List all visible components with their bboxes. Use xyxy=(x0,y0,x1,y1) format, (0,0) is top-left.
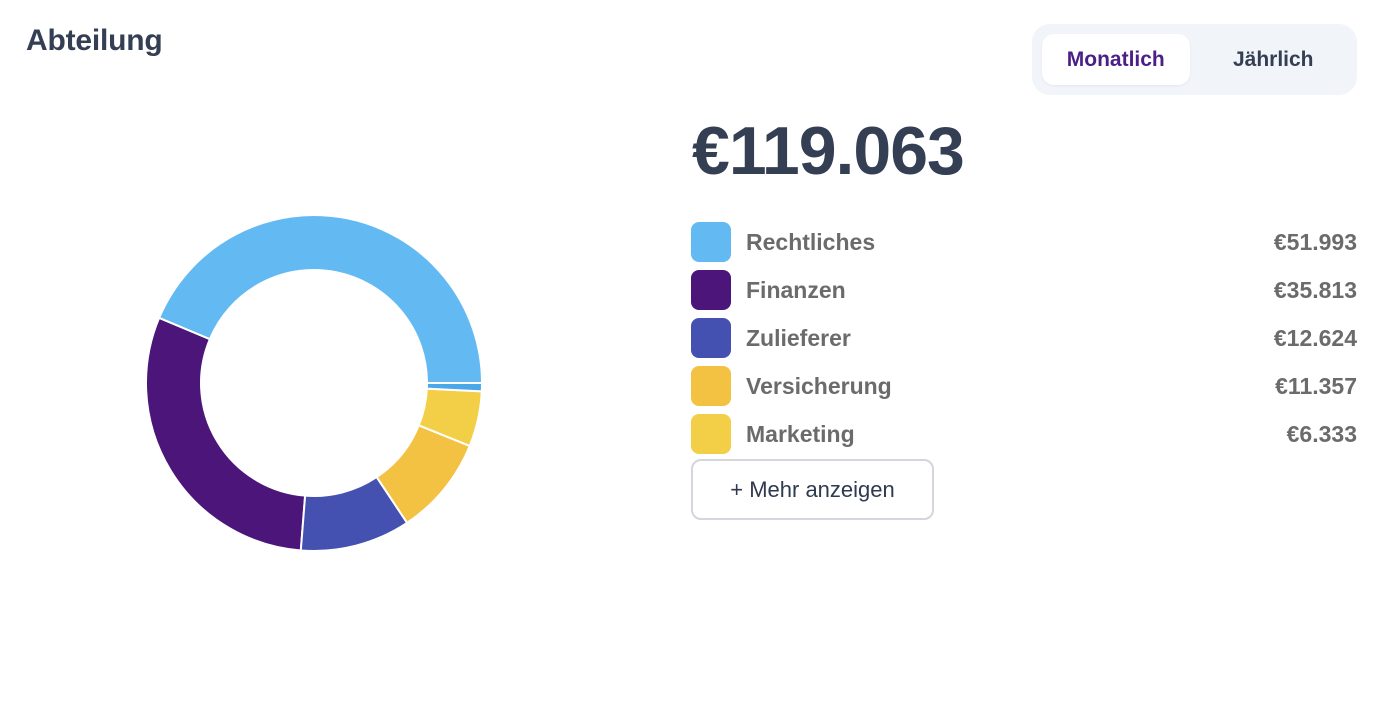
legend-item-rechtliches: Rechtliches €51.993 xyxy=(691,218,1357,266)
legend-item-label: Finanzen xyxy=(746,276,846,303)
show-more-button[interactable]: + Mehr anzeigen xyxy=(691,459,934,520)
legend-item-value: €11.357 xyxy=(1275,372,1357,399)
legend-swatch xyxy=(691,366,731,406)
toggle-monthly-button[interactable]: Monatlich xyxy=(1042,34,1190,85)
legend-swatch xyxy=(691,414,731,454)
legend-item-value: €6.333 xyxy=(1286,420,1357,447)
donut-chart xyxy=(143,212,485,554)
legend-item-value: €12.624 xyxy=(1273,324,1357,351)
total-amount: €119.063 xyxy=(692,113,965,189)
page-title: Abteilung xyxy=(26,24,163,57)
donut-chart-svg xyxy=(145,214,484,552)
legend-swatch xyxy=(691,222,731,262)
legend-item-label: Zulieferer xyxy=(746,324,851,351)
toggle-yearly-button[interactable]: Jährlich xyxy=(1232,47,1314,71)
legend-item-label: Marketing xyxy=(746,420,855,447)
legend-item-finanzen: Finanzen €35.813 xyxy=(691,266,1357,314)
legend-item-label: Rechtliches xyxy=(746,228,876,255)
donut-slice-finanzen[interactable] xyxy=(145,316,307,552)
period-toggle: Monatlich Jährlich xyxy=(1032,24,1357,95)
legend-item-value: €51.993 xyxy=(1273,228,1357,255)
legend-item-versicherung: Versicherung €11.357 xyxy=(691,362,1357,410)
legend: Rechtliches €51.993 Finanzen €35.813 Zul… xyxy=(691,218,1357,458)
legend-item-marketing: Marketing €6.333 xyxy=(691,410,1357,458)
legend-item-value: €35.813 xyxy=(1273,276,1357,303)
legend-swatch xyxy=(691,318,731,358)
donut-slice-rechtliches[interactable] xyxy=(157,214,484,384)
legend-item-label: Versicherung xyxy=(746,372,892,399)
donut-slice-sonstige[interactable] xyxy=(425,382,484,393)
legend-swatch xyxy=(691,270,731,310)
legend-item-zulieferer: Zulieferer €12.624 xyxy=(691,314,1357,362)
